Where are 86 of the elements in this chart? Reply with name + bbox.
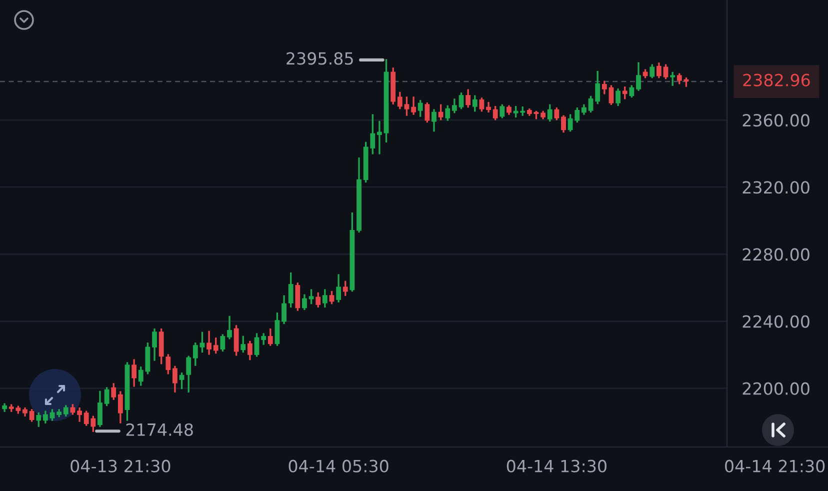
- y-tick-label: 2360.00: [742, 114, 810, 127]
- candlestick: [295, 282, 300, 311]
- candlestick: [274, 312, 280, 346]
- x-tick-label: 04-14 13:30: [506, 460, 606, 472]
- candlestick: [636, 62, 641, 91]
- candlestick: [288, 272, 294, 308]
- candlestick: [104, 387, 110, 406]
- candlestick: [240, 336, 246, 353]
- candlestick: [227, 316, 232, 340]
- candlestick: [656, 62, 662, 78]
- candlestick: [98, 390, 102, 427]
- candlestick: [616, 88, 620, 106]
- candlestick: [192, 342, 198, 366]
- candlestick: [316, 292, 321, 308]
- candlestick: [438, 104, 444, 120]
- candlestick: [411, 96, 416, 115]
- candlestick: [172, 366, 178, 393]
- candlestick: [500, 104, 505, 118]
- candlestick: [322, 289, 328, 308]
- candlestick: [404, 96, 410, 116]
- candlestick: [254, 333, 260, 357]
- candlestick: [50, 409, 55, 421]
- candlestick: [152, 328, 157, 361]
- candlestick: [329, 290, 334, 304]
- candlestick: [622, 86, 628, 100]
- y-tick-label: 2200.00: [742, 382, 810, 395]
- candlestick: [29, 409, 34, 422]
- candlestick: [561, 115, 566, 133]
- candlestick: [63, 405, 68, 416]
- candlestick: [2, 403, 7, 412]
- candlestick: [302, 294, 307, 310]
- candlestick: [629, 85, 634, 98]
- candlestick: [261, 333, 266, 345]
- candlestick: [77, 407, 82, 422]
- candlestick: [213, 338, 218, 354]
- candlestick: [418, 100, 423, 117]
- candlestick: [397, 92, 402, 110]
- candlestick: [595, 70, 600, 104]
- candlestick: [452, 98, 457, 114]
- candlestick: [132, 359, 137, 387]
- y-tick-label: 2320.00: [742, 181, 810, 194]
- candlestick: [547, 104, 552, 122]
- candlestick: [602, 80, 607, 94]
- x-tick-label: 04-13 21:30: [70, 460, 170, 472]
- candlestick: [268, 328, 273, 346]
- candlestick: [424, 102, 430, 123]
- y-tick-label: 2280.00: [742, 248, 810, 261]
- ref-line-label: 2382.96: [743, 74, 810, 86]
- candlestick: [200, 332, 205, 353]
- annotation: 2174.48: [126, 423, 193, 436]
- candlestick: [466, 89, 471, 108]
- candlestick: [179, 372, 184, 390]
- candlestick: [342, 280, 348, 296]
- candlestick: [377, 120, 382, 154]
- x-tick-label: 04-14 21:30: [725, 460, 825, 472]
- candlestick: [458, 92, 464, 110]
- candlestick: [479, 98, 484, 112]
- candlestick: [234, 325, 239, 356]
- candlestick: [445, 105, 450, 121]
- candlestick: [663, 64, 668, 80]
- candlestick: [554, 107, 560, 120]
- candlestick: [432, 109, 436, 132]
- candlestick: [670, 72, 676, 86]
- candlestick: [472, 95, 478, 112]
- candlestick: [308, 289, 314, 304]
- candlestick: [36, 412, 42, 427]
- candlestick: [513, 106, 518, 118]
- candlestick: [650, 64, 655, 78]
- candlestick: [486, 102, 491, 112]
- candlestick: [186, 356, 192, 393]
- candlestick: [118, 391, 123, 424]
- candlestick: [42, 410, 48, 424]
- candlestick: [282, 295, 286, 324]
- annotation: 2395.85: [286, 52, 353, 65]
- candlestick: [206, 330, 212, 355]
- candlestick: [492, 106, 498, 120]
- candlestick: [111, 383, 116, 400]
- x-tick-label: 04-14 05:30: [288, 460, 388, 472]
- y-tick-label: 2240.00: [742, 315, 810, 328]
- candlestick: [676, 73, 682, 84]
- candlestick: [247, 340, 252, 360]
- candlestick: [166, 354, 171, 374]
- candlestick: [336, 274, 342, 302]
- candlestick: [588, 96, 594, 112]
- candlestick: [220, 334, 226, 352]
- candlestick: [608, 85, 614, 105]
